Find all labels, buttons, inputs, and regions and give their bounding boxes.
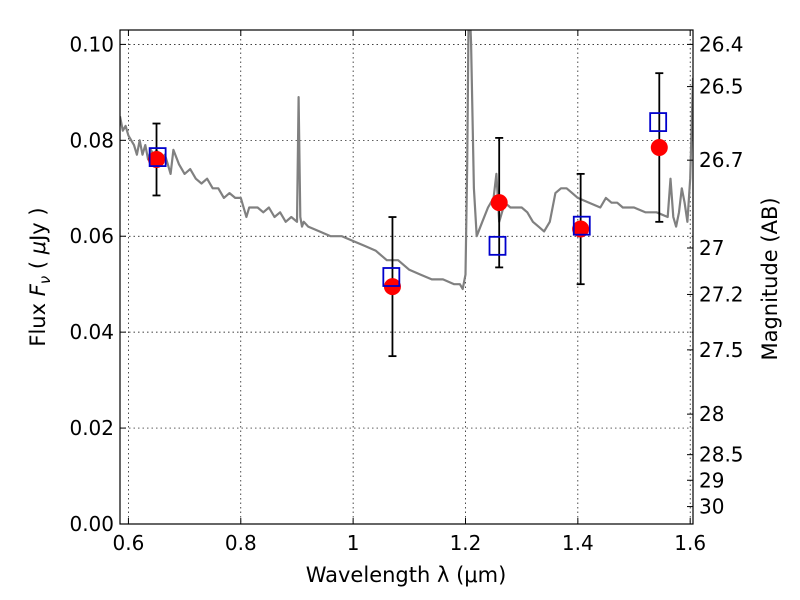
x-axis-label: Wavelength λ (μm) bbox=[306, 563, 507, 587]
y-tick-label: 0.02 bbox=[69, 416, 114, 440]
y-tick-label: 0.04 bbox=[69, 320, 114, 344]
x-axis-ticks: 0.6 0.8 1 1.2 1.4 1.6 bbox=[113, 30, 706, 555]
right-tick-label: 27.2 bbox=[699, 282, 744, 306]
y-axis-label-part: F bbox=[26, 283, 50, 296]
right-tick-label: 27.5 bbox=[699, 338, 744, 362]
y-axis-label-part: Flux bbox=[26, 296, 50, 346]
right-tick-label: 26.4 bbox=[699, 32, 744, 56]
right-tick-label: 30 bbox=[699, 495, 724, 519]
model-point bbox=[148, 147, 167, 167]
x-tick-label: 0.8 bbox=[225, 531, 257, 555]
y-axis-label-part: ν bbox=[36, 276, 54, 284]
right-tick-label: 28.5 bbox=[699, 443, 744, 467]
right-tick-label: 26.5 bbox=[699, 75, 744, 99]
right-axis-label: Magnitude (AB) bbox=[758, 197, 782, 360]
y-tick-label: 0.08 bbox=[69, 128, 114, 152]
y-tick-label: 0.06 bbox=[69, 224, 114, 248]
model-point bbox=[382, 267, 401, 287]
x-tick-label: 1 bbox=[347, 531, 360, 555]
x-tick-label: 1.2 bbox=[450, 531, 482, 555]
right-tick-label: 27 bbox=[699, 236, 724, 260]
y-axis-label-part: ( bbox=[26, 254, 50, 276]
model-point bbox=[488, 235, 507, 256]
model-spectrum bbox=[120, 30, 693, 291]
right-axis-ticks: 26.4 26.5 26.7 27 27.2 27.5 28 28.529 30 bbox=[687, 32, 744, 519]
x-tick-label: 0.6 bbox=[113, 531, 145, 555]
right-tick-label: 26.7 bbox=[699, 148, 744, 172]
model-point bbox=[649, 112, 668, 132]
model-point bbox=[572, 215, 591, 236]
y-axis-label-part: μ bbox=[26, 241, 50, 255]
observed-points bbox=[148, 139, 668, 296]
x-tick-label: 1.6 bbox=[674, 531, 706, 555]
error-bars bbox=[152, 72, 664, 358]
y-tick-label: 0.00 bbox=[69, 512, 114, 536]
model-points bbox=[148, 112, 668, 287]
observed-point bbox=[572, 220, 590, 238]
observed-point bbox=[650, 139, 668, 157]
grid bbox=[120, 30, 693, 525]
observed-point bbox=[148, 150, 166, 168]
x-tick-label: 1.4 bbox=[562, 531, 594, 555]
plot-frame bbox=[119, 29, 694, 525]
y-axis-label-part: Jy ) bbox=[26, 207, 50, 243]
spectrum-line bbox=[120, 30, 693, 291]
y-axis-ticks: 0.00 0.02 0.04 0.06 0.08 0.10 bbox=[69, 32, 126, 536]
right-tick-label: 29 bbox=[699, 468, 724, 492]
right-tick-label: 28 bbox=[699, 402, 724, 426]
y-axis-label: Flux Fν ( μJy ) bbox=[26, 207, 54, 346]
y-tick-label: 0.10 bbox=[69, 32, 114, 56]
observed-point bbox=[490, 194, 508, 212]
